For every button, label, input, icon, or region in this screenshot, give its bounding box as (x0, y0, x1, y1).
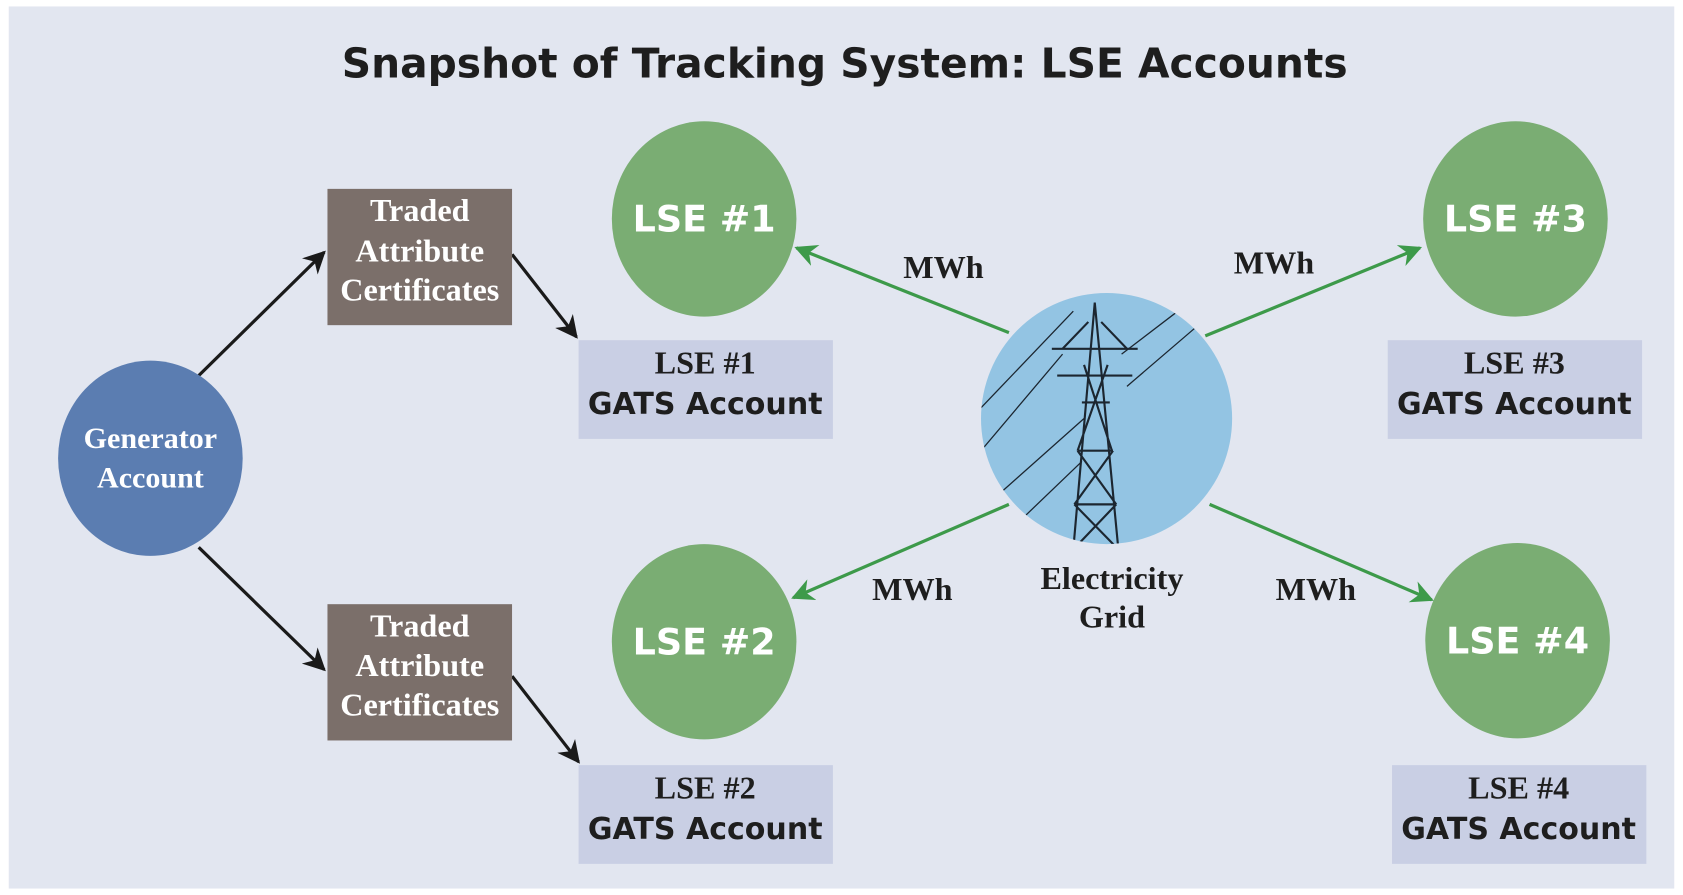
account-label: GATS Account (1401, 812, 1636, 847)
lse-label: LSE #2 (633, 620, 776, 663)
certificate-label: Attribute (355, 233, 484, 269)
account-label: GATS Account (588, 387, 823, 422)
account-label: LSE #3 (1464, 344, 1565, 380)
account-label: LSE #4 (1468, 769, 1569, 805)
grid-label: Grid (1079, 599, 1145, 635)
generator-label: Generator (84, 422, 217, 455)
account-label: GATS Account (1397, 387, 1632, 422)
lse-label: LSE #4 (1446, 619, 1589, 662)
title: Snapshot of Tracking System: LSE Account… (342, 40, 1348, 88)
page: Snapshot of Tracking System: LSE Account… (0, 0, 1683, 895)
flow-label: MWh (1234, 245, 1315, 281)
generator-label: Account (97, 462, 204, 495)
certificate-label: Certificates (340, 687, 499, 723)
generator-node (58, 361, 243, 556)
flow-label: MWh (872, 571, 953, 607)
certificate-label: Certificates (340, 271, 499, 307)
account-label: LSE #2 (655, 769, 756, 805)
grid-label: Electricity (1040, 560, 1183, 596)
panel (9, 6, 1675, 888)
lse-label: LSE #3 (1444, 198, 1587, 241)
flow-label: MWh (1276, 571, 1357, 607)
lse-label: LSE #1 (633, 198, 776, 241)
certificate-label: Traded (370, 192, 470, 228)
flow-label: MWh (903, 249, 984, 285)
certificate-label: Attribute (355, 647, 484, 683)
account-label: GATS Account (588, 812, 823, 847)
diagram: Snapshot of Tracking System: LSE Account… (0, 0, 1683, 895)
certificate-label: Traded (370, 607, 470, 643)
account-label: LSE #1 (655, 344, 756, 380)
